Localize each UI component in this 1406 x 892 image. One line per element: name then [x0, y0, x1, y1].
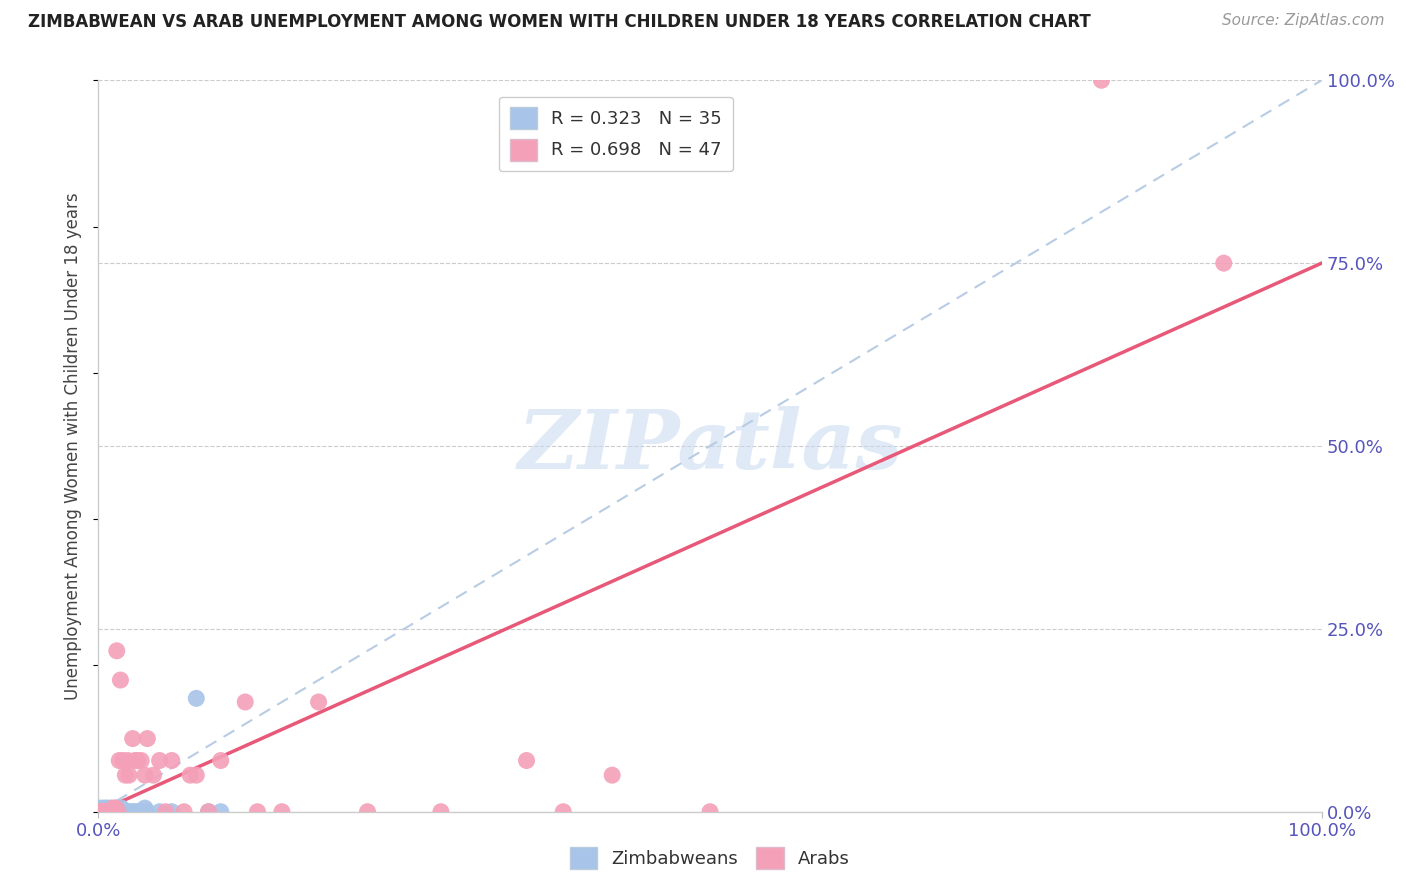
Point	[1090, 73, 1112, 87]
Point	[356, 805, 378, 819]
Point	[91, 805, 114, 819]
Point	[197, 805, 219, 819]
Point	[121, 731, 143, 746]
Point	[553, 805, 575, 819]
Point	[134, 768, 156, 782]
Point	[114, 805, 136, 819]
Point	[173, 805, 195, 819]
Point	[105, 801, 128, 815]
Point	[186, 768, 208, 782]
Text: ZIPatlas: ZIPatlas	[517, 406, 903, 486]
Point	[270, 805, 294, 819]
Point	[91, 805, 114, 819]
Point	[600, 768, 623, 782]
Point	[117, 754, 139, 768]
Point	[129, 805, 152, 819]
Point	[93, 805, 115, 819]
Text: ZIMBABWEAN VS ARAB UNEMPLOYMENT AMONG WOMEN WITH CHILDREN UNDER 18 YEARS CORRELA: ZIMBABWEAN VS ARAB UNEMPLOYMENT AMONG WO…	[28, 13, 1091, 31]
Point	[149, 754, 172, 768]
Point	[186, 691, 208, 706]
Point	[124, 754, 146, 768]
Point	[134, 801, 156, 815]
Point	[87, 805, 110, 819]
Point	[111, 801, 134, 815]
Point	[93, 801, 115, 815]
Point	[96, 805, 118, 819]
Point	[105, 644, 128, 658]
Point	[149, 805, 172, 819]
Point	[209, 754, 232, 768]
Point	[89, 805, 111, 819]
Point	[101, 805, 124, 819]
Point	[91, 805, 114, 819]
Point	[136, 731, 159, 746]
Point	[98, 805, 121, 819]
Point	[101, 801, 124, 815]
Point	[114, 768, 136, 782]
Point	[89, 805, 111, 819]
Point	[90, 801, 112, 815]
Point	[100, 805, 122, 819]
Point	[104, 801, 127, 815]
Point	[110, 805, 132, 819]
Point	[179, 768, 201, 782]
Point	[129, 754, 152, 768]
Point	[515, 754, 537, 768]
Point	[111, 805, 134, 819]
Point	[142, 768, 165, 782]
Point	[233, 695, 256, 709]
Point	[308, 695, 330, 709]
Point	[111, 754, 134, 768]
Point	[131, 805, 153, 819]
Point	[97, 805, 120, 819]
Point	[136, 805, 159, 819]
Point	[246, 805, 269, 819]
Legend: Zimbabweans, Arabs: Zimbabweans, Arabs	[562, 839, 858, 876]
Point	[103, 805, 125, 819]
Point	[209, 805, 232, 819]
Point	[155, 805, 177, 819]
Point	[120, 805, 142, 819]
Point	[97, 805, 120, 819]
Point	[121, 805, 143, 819]
Point	[127, 754, 149, 768]
Point	[160, 754, 183, 768]
Point	[107, 805, 129, 819]
Point	[108, 754, 131, 768]
Point	[103, 805, 125, 819]
Point	[197, 805, 219, 819]
Point	[96, 801, 118, 815]
Point	[108, 805, 131, 819]
Point	[430, 805, 453, 819]
Point	[117, 805, 139, 819]
Point	[107, 805, 129, 819]
Point	[94, 805, 117, 819]
Point	[104, 805, 127, 819]
Point	[118, 768, 141, 782]
Text: Source: ZipAtlas.com: Source: ZipAtlas.com	[1222, 13, 1385, 29]
Point	[1212, 256, 1234, 270]
Point	[91, 805, 114, 819]
Point	[98, 805, 121, 819]
Point	[160, 805, 183, 819]
Point	[699, 805, 721, 819]
Point	[87, 805, 110, 819]
Point	[110, 673, 132, 687]
Point	[124, 805, 146, 819]
Point	[100, 801, 122, 815]
Y-axis label: Unemployment Among Women with Children Under 18 years: Unemployment Among Women with Children U…	[65, 192, 83, 700]
Point	[127, 805, 149, 819]
